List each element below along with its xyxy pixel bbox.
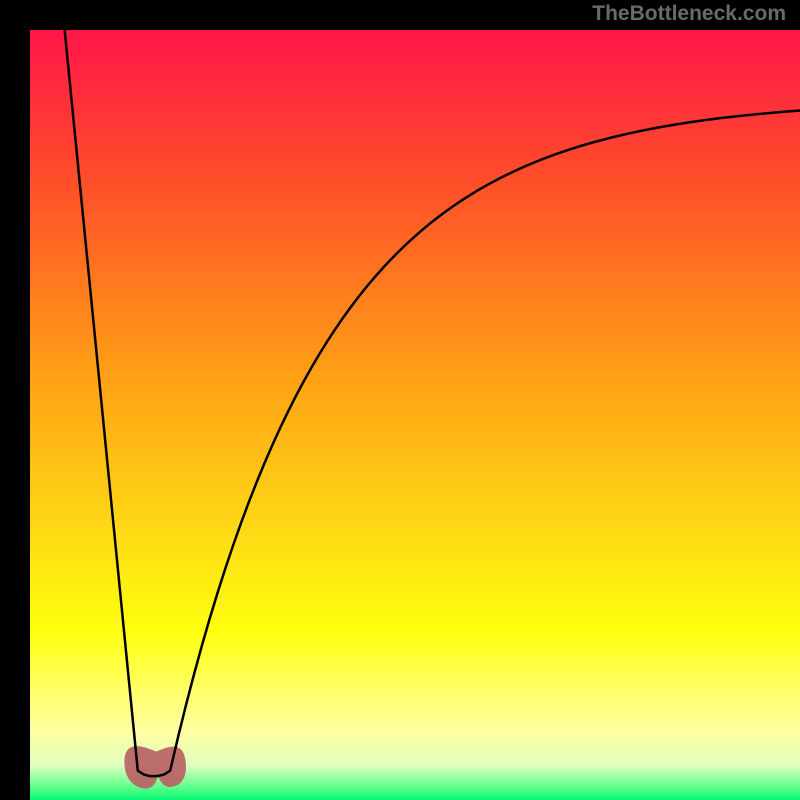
- gradient-background: [30, 30, 800, 800]
- dip-marker-blob: [124, 746, 186, 788]
- bottleneck-chart: [30, 30, 800, 800]
- watermark-text: TheBottleneck.com: [592, 2, 786, 26]
- chart-container: TheBottleneck.com: [0, 0, 800, 800]
